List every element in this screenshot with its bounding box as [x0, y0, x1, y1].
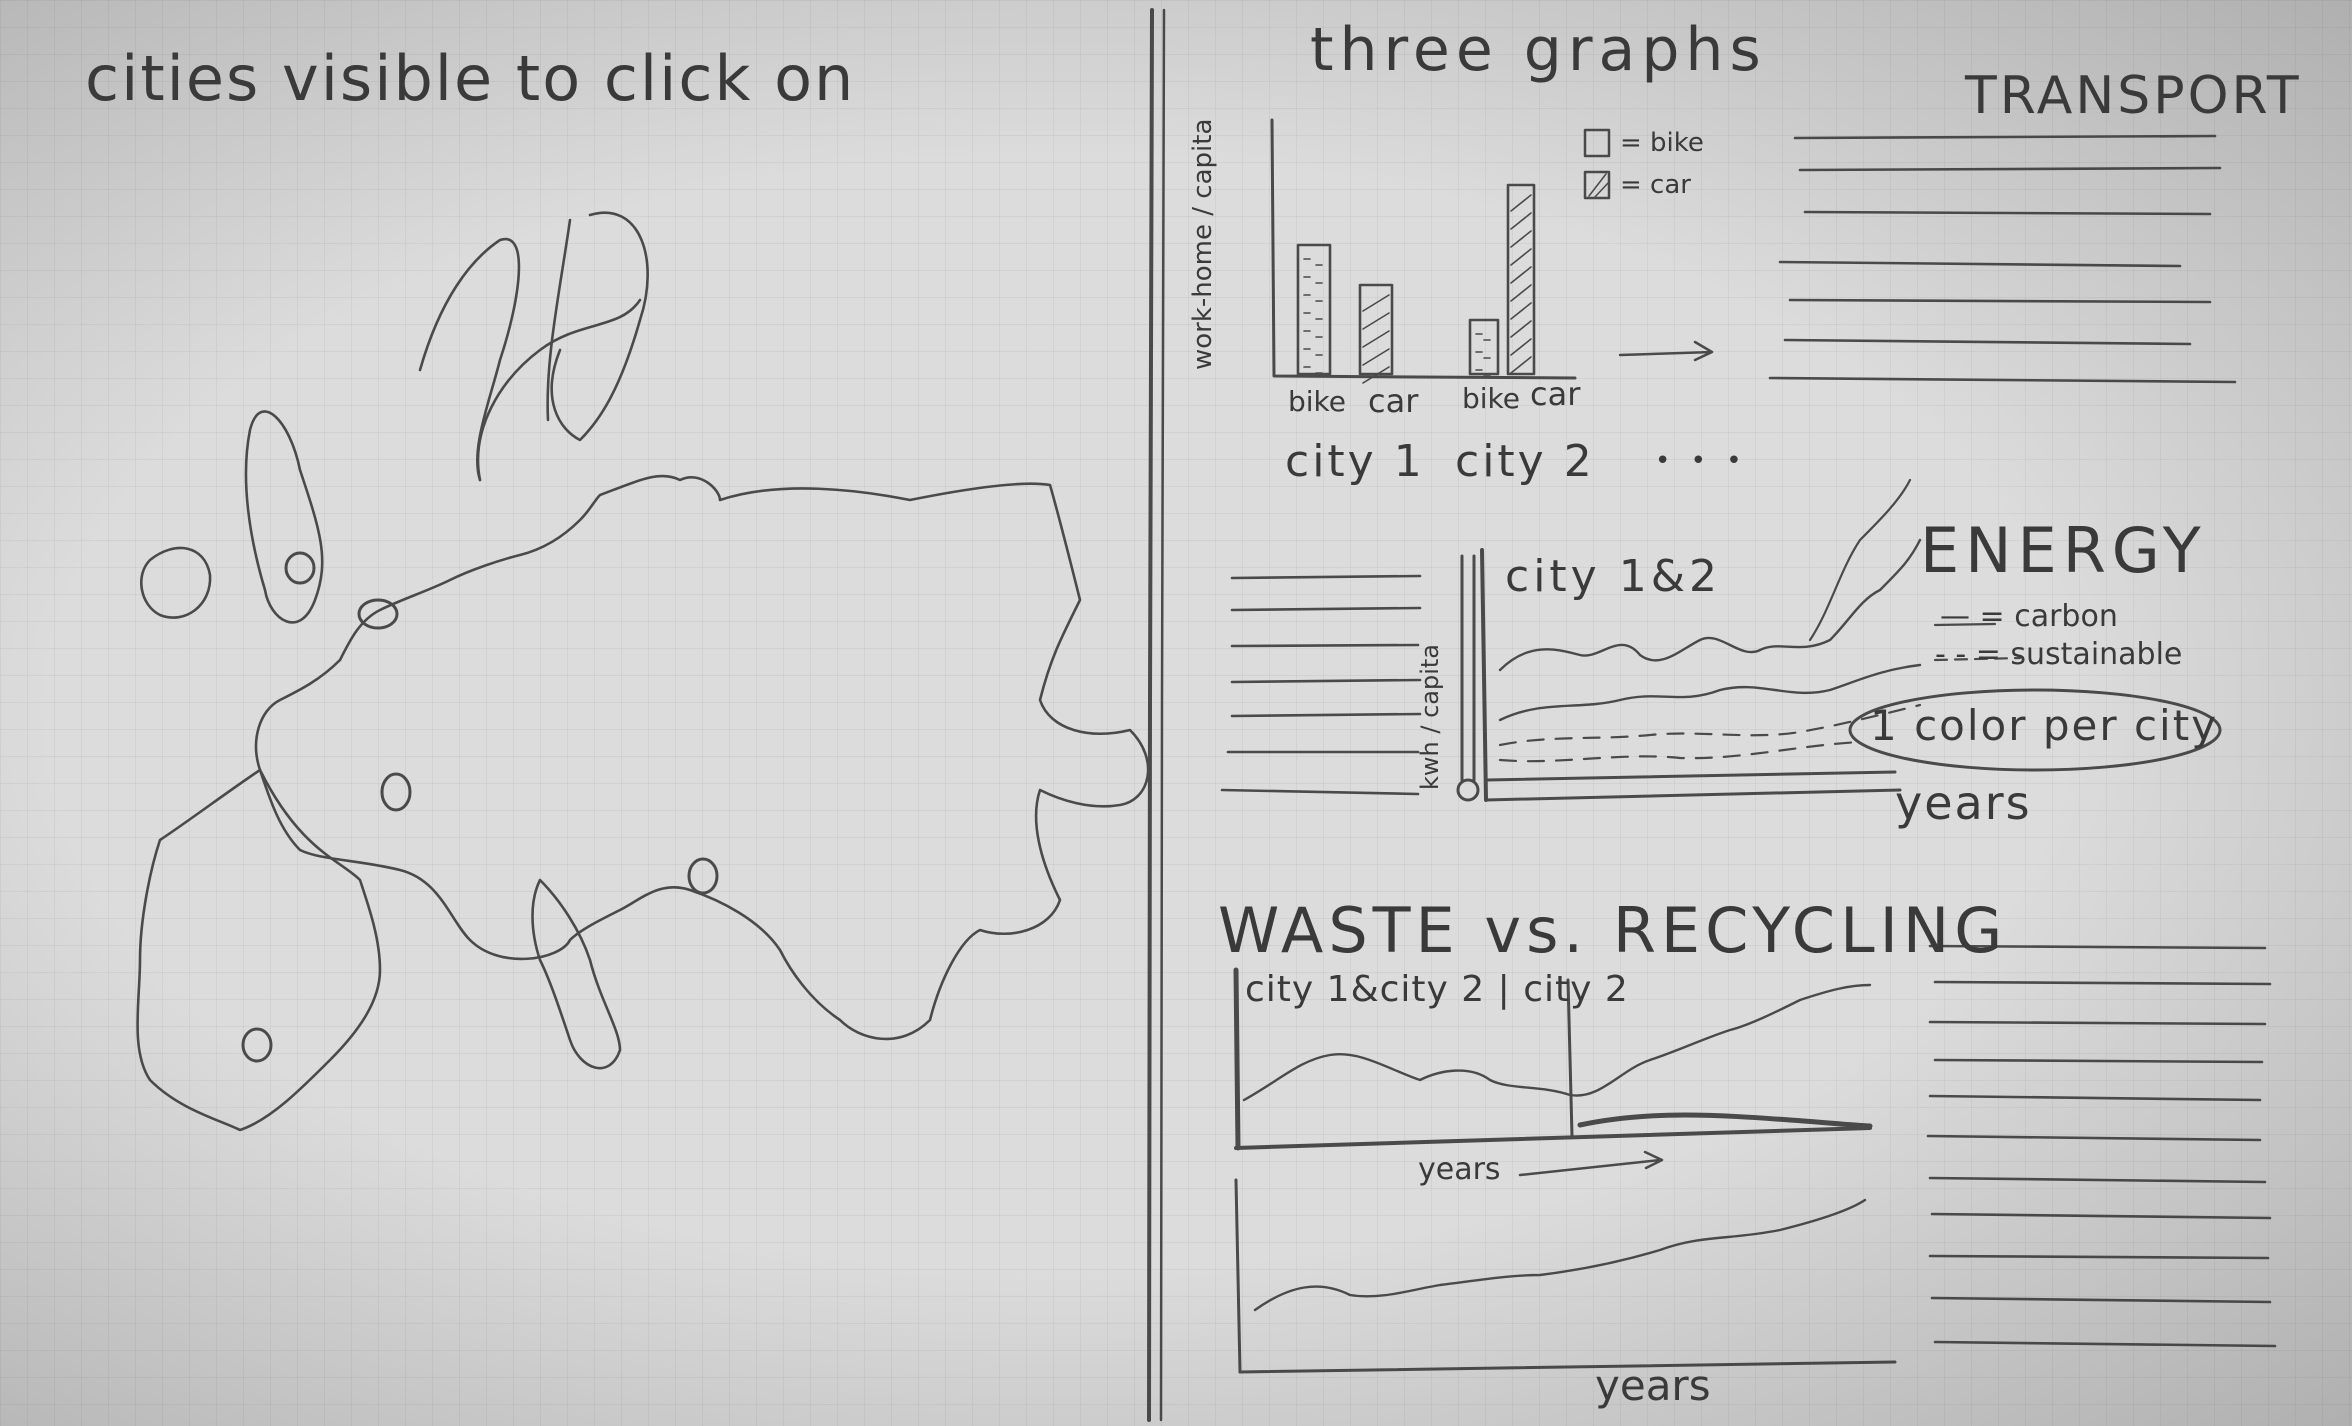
bar-bike-city1-hatch — [1303, 276, 1323, 284]
waste-chart — [1233, 967, 1897, 1374]
mainland-europe-outline — [254, 474, 1150, 1041]
bar-car-city1-hatch — [1362, 348, 1390, 366]
energy-text-lines — [1220, 574, 1422, 796]
bar-bike-city1-hatch — [1303, 312, 1323, 320]
waste-x-axis — [1234, 1126, 1872, 1150]
bar-car-city1-hatch — [1362, 366, 1390, 384]
bar-car-city2-hatch — [1510, 230, 1532, 248]
group-label-more: • • • — [1655, 446, 1748, 476]
ireland-outline — [140, 546, 212, 619]
energy-x-axis — [1484, 788, 1902, 802]
notebook-spine — [1147, 8, 1166, 1422]
map-title: cities visible to click on — [85, 42, 856, 115]
city-marker-amsterdam — [357, 598, 399, 630]
waste-divider — [1566, 978, 1574, 1138]
italy-outline — [531, 878, 622, 1070]
waste2-line — [1253, 1198, 1867, 1312]
energy-legend-carbon: — = carbon — [1940, 599, 2118, 634]
bar-bike-city1-hatch — [1303, 258, 1323, 266]
bar-car-city2-hatch — [1510, 266, 1532, 284]
bar-car-city2-hatch — [1510, 248, 1532, 266]
energy-chart — [1480, 478, 2222, 802]
bar-car-city2-hatch — [1510, 320, 1532, 338]
bar-bike-city1 — [1296, 243, 1332, 376]
transport-chart — [1270, 118, 1714, 384]
bar-car-city2-hatch — [1510, 302, 1532, 320]
group-label-city2: city 2 — [1455, 436, 1595, 487]
bar-car-city2-hatch — [1510, 194, 1532, 212]
energy-sustainable-line-city1 — [1498, 703, 1922, 747]
bar-bike-city1-hatch — [1303, 366, 1323, 374]
waste-title: WASTE vs. RECYCLING — [1218, 894, 2008, 967]
graphs-header: three graphs — [1310, 15, 1767, 85]
scandinavia-outline — [418, 237, 521, 482]
transport-title: TRANSPORT — [1965, 66, 2302, 126]
waste-xlabel-top: years — [1418, 1152, 1501, 1187]
city-marker-budapest — [687, 857, 719, 895]
waste-xlabel-bottom: years — [1595, 1361, 1711, 1410]
bar-car-city2 — [1506, 183, 1536, 376]
energy-xlabel: years — [1895, 776, 2032, 830]
waste-arrow — [1518, 1150, 1664, 1177]
legend-car-label: = car — [1620, 170, 1691, 200]
bar-bike-city2-hatch — [1475, 333, 1491, 341]
bar-label-bike-city1: bike — [1288, 385, 1346, 418]
thermometer-icon — [1456, 554, 1480, 802]
bar-bike-city2-hatch — [1475, 369, 1491, 377]
energy-carbon-line-city1 — [1498, 538, 1922, 672]
waste2-y-axis — [1234, 1178, 1242, 1374]
waste-y-axis — [1233, 967, 1241, 1151]
bar-car-city2-hatch — [1510, 338, 1532, 356]
city-markers[interactable] — [241, 551, 719, 1063]
bar-bike-city2 — [1468, 318, 1500, 376]
transport-axes — [1270, 118, 1577, 380]
city-marker-munich — [380, 772, 412, 812]
waste-subtitle: city 1&city 2 | city 2 — [1245, 969, 1629, 1010]
bar-car-city1-hatch — [1362, 294, 1390, 312]
city-marker-edinburgh — [284, 551, 316, 585]
energy-legend-sustainable: - - = sustainable — [1935, 637, 2183, 672]
bar-bike-city1-hatch — [1303, 294, 1323, 302]
bar-label-bike-city2: bike — [1462, 382, 1520, 415]
legend-car-swatch — [1583, 170, 1611, 200]
bar-label-car-city2: car — [1530, 375, 1581, 413]
waste2-x-axis — [1238, 1360, 1897, 1374]
iberia-outline — [136, 768, 382, 1132]
bar-car-city2-hatch — [1510, 356, 1532, 374]
europe-map[interactable] — [136, 211, 1150, 1132]
energy-note: 1 color per city — [1870, 701, 2219, 750]
energy-ylabel: kwh / capita — [1416, 643, 1444, 790]
recycling-line — [1577, 1112, 1873, 1129]
energy-note-oval — [1848, 688, 2222, 772]
energy-sustainable-line-city2 — [1498, 740, 1862, 763]
energy-subtitle: city 1&2 — [1505, 551, 1721, 602]
transport-arrow — [1618, 340, 1714, 362]
bar-bike-city1-hatch — [1303, 348, 1323, 356]
bar-car-city2-hatch — [1510, 212, 1532, 230]
legend-bike-swatch — [1583, 128, 1611, 158]
bar-bike-city2-hatch — [1475, 351, 1491, 359]
bar-car-city1-hatch — [1362, 312, 1390, 330]
waste-line — [1242, 983, 1872, 1102]
energy-carbon-line-city2 — [1498, 663, 1922, 722]
bar-car-city1-hatch — [1362, 330, 1390, 348]
bar-bike-city1-hatch — [1303, 330, 1323, 338]
energy-title: ENERGY — [1920, 514, 2207, 587]
transport-ylabel: work-home / capita — [1188, 118, 1218, 370]
waste-text-lines — [1926, 944, 2277, 1348]
bar-car-city1 — [1358, 283, 1394, 376]
legend-bike-label: = bike — [1620, 128, 1704, 158]
city-marker-madrid — [241, 1027, 273, 1063]
transport-text-lines — [1768, 134, 2237, 384]
bar-car-city2-hatch — [1510, 284, 1532, 302]
group-label-city1: city 1 — [1285, 436, 1425, 487]
bar-label-car-city1: car — [1368, 382, 1419, 420]
great-britain-outline — [244, 410, 324, 624]
energy-y-axis — [1480, 548, 1488, 802]
